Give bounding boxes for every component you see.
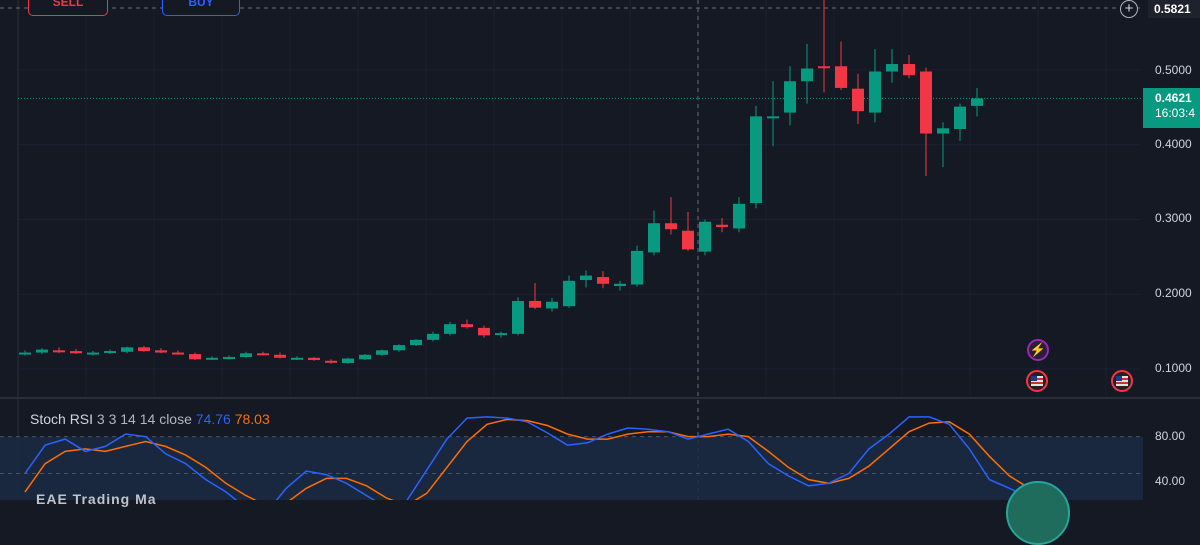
- stoch-axis-label: 40.00: [1155, 474, 1186, 488]
- candle-body: [172, 352, 184, 355]
- candle-body: [36, 349, 48, 353]
- price-gridlines: [0, 0, 1200, 500]
- candle-body: [903, 64, 915, 76]
- candle-body: [920, 71, 932, 134]
- candle-body: [716, 224, 728, 227]
- candle-body: [750, 116, 762, 204]
- bar-countdown: 16:03:4: [1155, 106, 1196, 120]
- candle-body: [954, 106, 966, 130]
- candle-body: [104, 351, 116, 354]
- candle-body: [665, 223, 677, 230]
- candle-body: [580, 275, 592, 281]
- candle-body: [597, 277, 609, 284]
- candle-body: [733, 203, 745, 229]
- candle-body: [869, 71, 881, 113]
- chart-canvas[interactable]: [0, 0, 1200, 500]
- candle-body: [155, 350, 167, 353]
- candle-body: [648, 223, 660, 253]
- candle-body: [971, 98, 983, 106]
- candle-body: [631, 250, 643, 285]
- candle-body: [886, 64, 898, 72]
- plus-circle-icon[interactable]: +: [1120, 0, 1138, 18]
- buy-button[interactable]: BUY: [162, 0, 240, 16]
- candle-body: [325, 360, 337, 363]
- candle-body: [206, 357, 218, 360]
- candle-body: [189, 354, 201, 360]
- indicator-overlay-circle: [1006, 481, 1070, 545]
- candle-body: [359, 354, 371, 360]
- candle-body: [784, 81, 796, 113]
- candle-body: [937, 128, 949, 134]
- candle-body: [87, 352, 99, 355]
- candle-body: [308, 357, 320, 361]
- price-axis-label: 0.3000: [1155, 211, 1192, 225]
- d-value: 78.03: [234, 411, 270, 427]
- candle-body: [478, 327, 490, 336]
- candle-body: [699, 221, 711, 252]
- candle-body: [291, 357, 303, 360]
- price-axis-label: 0.4000: [1155, 137, 1192, 151]
- price-axis-label: 0.2000: [1155, 286, 1192, 300]
- candle-body: [342, 358, 354, 364]
- candle-body: [70, 351, 82, 354]
- stoch-axis-label: 80.00: [1155, 429, 1186, 443]
- lightning-bolt-icon[interactable]: ⚡: [1027, 339, 1049, 361]
- candle-body: [376, 350, 388, 355]
- candle-body: [818, 66, 830, 69]
- candle-body: [801, 68, 813, 82]
- bottom-text-fragment: EAE Trading Ma: [36, 491, 157, 507]
- stoch-k-line: [24, 416, 1036, 500]
- candlestick-series: [19, 0, 983, 364]
- candle-body: [53, 350, 65, 353]
- us-flag-icon[interactable]: [1026, 370, 1048, 392]
- candle-body: [274, 354, 286, 358]
- stoch-rsi-legend[interactable]: Stoch RSI 3 3 14 14 close 74.76 78.03: [30, 411, 270, 427]
- candle-body: [546, 301, 558, 309]
- candle-body: [529, 300, 541, 308]
- stoch-d-line: [24, 418, 1051, 500]
- candle-body: [393, 345, 405, 351]
- candle-body: [427, 333, 439, 340]
- stoch-band: [0, 436, 1143, 500]
- candle-body: [767, 116, 779, 119]
- candle-body: [240, 353, 252, 358]
- indicator-name: Stoch RSI: [30, 411, 94, 427]
- candle-body: [223, 357, 235, 360]
- us-flag-icon[interactable]: [1111, 370, 1133, 392]
- crosshair-price-label: 0.5821: [1148, 0, 1200, 18]
- sell-button[interactable]: SELL: [28, 0, 108, 16]
- candle-body: [410, 339, 422, 346]
- indicator-params: 3 3 14 14 close: [96, 411, 192, 427]
- candle-body: [19, 352, 31, 355]
- price-axis-label: 0.1000: [1155, 361, 1192, 375]
- candle-body: [852, 88, 864, 112]
- last-price-badge: 0.4621 16:03:4: [1143, 88, 1200, 128]
- candle-body: [835, 66, 847, 88]
- candle-body: [461, 324, 473, 328]
- candle-body: [495, 333, 507, 336]
- last-price-value: 0.4621: [1155, 91, 1192, 105]
- candle-body: [682, 230, 694, 250]
- candle-body: [121, 347, 133, 352]
- candle-body: [512, 300, 524, 334]
- k-value: 74.76: [195, 411, 231, 427]
- candle-body: [138, 347, 150, 352]
- stoch-rsi-pane: [0, 416, 1143, 500]
- candle-body: [257, 353, 269, 356]
- candle-body: [444, 324, 456, 334]
- candle-body: [563, 280, 575, 307]
- price-axis-label: 0.5000: [1155, 63, 1192, 77]
- candle-body: [614, 283, 626, 287]
